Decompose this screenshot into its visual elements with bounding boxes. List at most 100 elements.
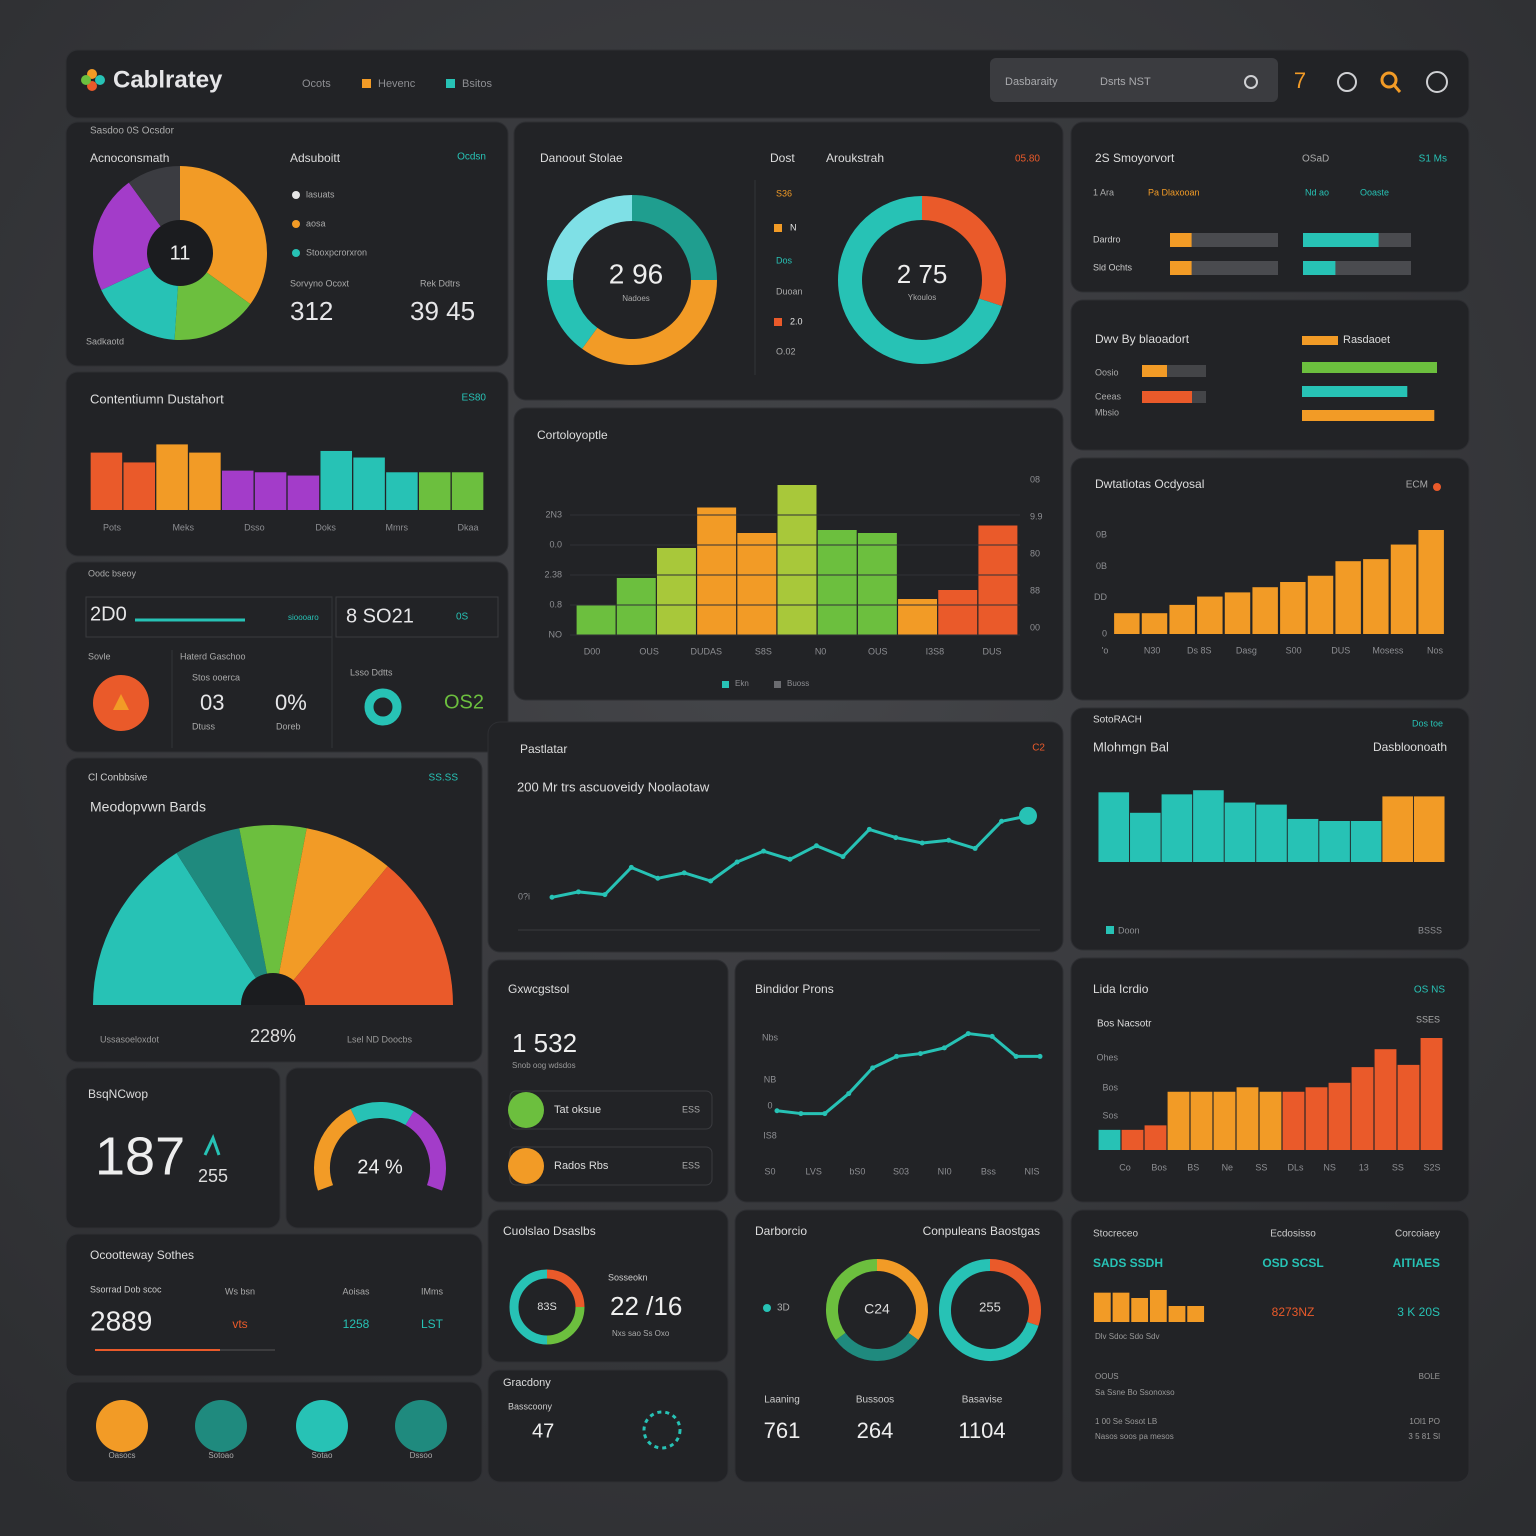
nav-item[interactable]: Ocots — [302, 78, 331, 90]
panel-title: Danoout Stolae — [540, 151, 623, 165]
panel — [1070, 457, 1470, 701]
bar — [777, 485, 817, 635]
line-point — [774, 1108, 780, 1114]
panel — [65, 1067, 281, 1229]
y-tick-label: 2N3 — [545, 509, 562, 519]
x-tick-label: 'o — [1102, 645, 1109, 655]
x-tick-label: S2S — [1423, 1162, 1440, 1172]
x-tick-label: SS — [1255, 1162, 1267, 1172]
label: OS NS — [1414, 985, 1445, 996]
legend-entry: Buoss — [787, 679, 809, 688]
x-tick-label: S8S — [755, 646, 772, 656]
label: Tat oksue — [554, 1104, 601, 1116]
label: vts — [232, 1317, 247, 1331]
list-icon — [508, 1092, 544, 1128]
search-icon — [1380, 71, 1398, 89]
panel-title: Bindidor Prons — [755, 982, 834, 996]
label: 0?i — [518, 891, 530, 901]
notification-icon[interactable]: 7 — [1294, 68, 1306, 93]
label: 0 — [767, 1100, 772, 1110]
line-point — [1037, 1053, 1043, 1059]
label: Sasdoo 0S Ocsdor — [90, 126, 175, 137]
label: Sa Ssne Bo Ssonoxso — [1095, 1388, 1175, 1397]
search-text: Dsrts NST — [1100, 76, 1151, 88]
line-point — [999, 818, 1005, 824]
kpi-value: 2889 — [90, 1305, 152, 1336]
bar — [386, 472, 418, 510]
line-series — [776, 1032, 1040, 1116]
bar — [817, 530, 857, 635]
x-tick-label: Bos — [1151, 1162, 1167, 1172]
legend-entry: Stooxpcrorxron — [306, 247, 367, 257]
progress-bar — [1170, 233, 1192, 247]
y-tick-label: 2.38 — [544, 569, 562, 579]
bar — [1213, 1091, 1236, 1150]
bar — [189, 452, 221, 510]
line-point — [813, 843, 819, 849]
status-dot — [96, 1400, 148, 1452]
line-point — [602, 892, 608, 898]
bar — [1130, 812, 1161, 862]
table-cell: OSD SCSL — [1262, 1256, 1323, 1270]
label: 05.80 — [1015, 154, 1040, 165]
label: 9.9 — [1030, 511, 1043, 521]
kpi-value: 8 SO21 — [346, 605, 414, 627]
nav-item[interactable]: Bsitos — [462, 78, 492, 90]
label: Sotoao — [208, 1451, 234, 1460]
bar — [576, 605, 616, 635]
label: Lsel ND Doocbs — [347, 1034, 413, 1044]
search-box[interactable] — [990, 58, 1278, 102]
bar — [1280, 582, 1306, 634]
label: Ssorrad Dob scoc — [90, 1284, 162, 1294]
label: 88 — [1030, 585, 1040, 595]
kpi-value: 03 — [200, 690, 224, 715]
panel — [1070, 121, 1470, 293]
legend-entry: S36 — [776, 188, 792, 198]
logo-dot — [81, 75, 91, 85]
column-header: Ecdosisso — [1270, 1229, 1316, 1240]
legend-entry: BSSS — [1418, 925, 1442, 935]
bar — [1149, 1290, 1167, 1322]
label: IMms — [421, 1286, 443, 1296]
line-point — [549, 894, 555, 900]
panel — [1070, 1209, 1470, 1483]
y-tick-label: 0.8 — [549, 599, 562, 609]
kpi-box — [335, 596, 499, 638]
y-tick-label: 0B — [1096, 561, 1107, 571]
bar — [1190, 1091, 1213, 1150]
bar — [1302, 362, 1437, 373]
panel — [487, 721, 1064, 953]
legend-entry: Ekn — [735, 679, 749, 688]
label: Aoisas — [342, 1286, 370, 1296]
label: SSES — [1416, 1014, 1440, 1024]
x-tick-label: Bss — [981, 1166, 997, 1176]
line-point — [893, 835, 899, 841]
bar — [1307, 575, 1334, 634]
line-point — [941, 1045, 947, 1051]
pie-slice — [180, 166, 267, 305]
legend-entry: N — [790, 222, 797, 232]
label: 83S — [537, 1301, 557, 1313]
label: Bos Nacsotr — [1097, 1019, 1152, 1030]
nav-marker — [446, 79, 455, 88]
label: Sos — [1102, 1110, 1118, 1120]
nav-item[interactable]: Hevenc — [378, 78, 416, 90]
refresh-icon — [1244, 75, 1258, 89]
label: Sadkaotd — [86, 336, 124, 346]
label: Ooaste — [1360, 187, 1389, 197]
progress-track — [1170, 261, 1278, 275]
x-tick-label: OUS — [868, 646, 888, 656]
label: Ceeas — [1095, 391, 1122, 401]
label: Bos — [1102, 1082, 1118, 1092]
x-tick-label: D00 — [584, 646, 601, 656]
panel-title: Darborcio — [755, 1224, 807, 1238]
label: LST — [421, 1317, 444, 1331]
progress-bar — [1303, 261, 1336, 275]
label: SotoRACH — [1093, 715, 1142, 726]
table-cell: AITIAES — [1393, 1256, 1440, 1270]
bar — [254, 472, 287, 510]
label: Rados Rbs — [554, 1160, 609, 1172]
bar — [1114, 613, 1140, 634]
label: Haterd Gaschoo — [180, 651, 246, 661]
label: Ykoulos — [908, 293, 936, 302]
